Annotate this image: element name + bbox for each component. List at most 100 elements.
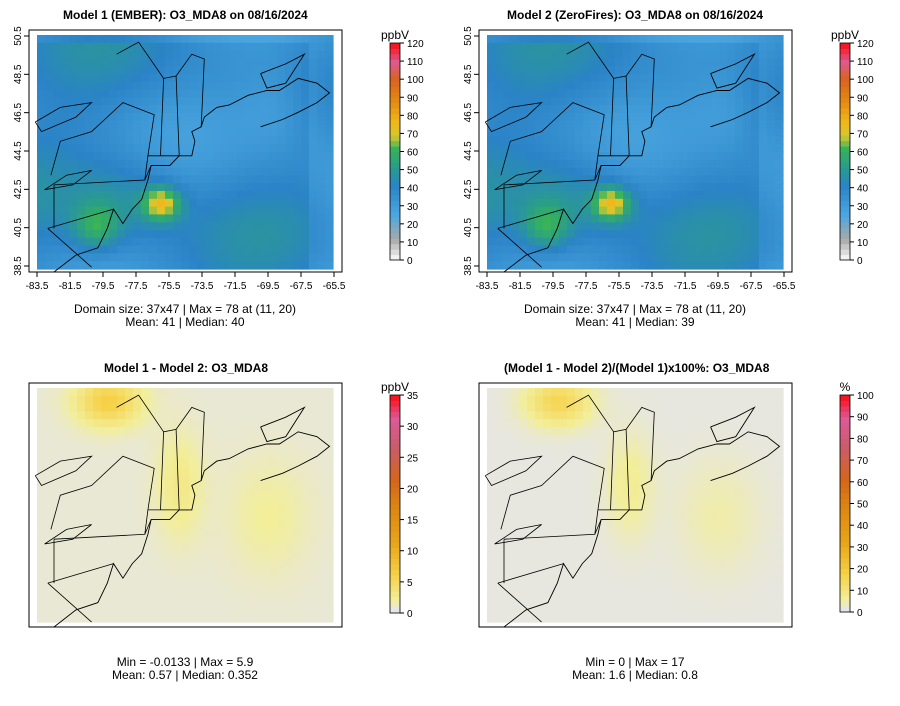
- heatmap-cell: [535, 206, 544, 215]
- colorbar-segment: [840, 129, 850, 136]
- heatmap-cell: [125, 466, 134, 475]
- heatmap-cell: [93, 419, 102, 428]
- heatmap-cell: [647, 128, 656, 137]
- heatmap-cell: [639, 159, 648, 169]
- heatmap-cell: [671, 58, 680, 67]
- heatmap-cell: [149, 590, 158, 600]
- heatmap-cell: [53, 214, 62, 223]
- heatmap-cell: [117, 450, 126, 459]
- heatmap-cell: [93, 74, 102, 83]
- heatmap-cell: [487, 206, 496, 215]
- heatmap-cell: [221, 419, 230, 428]
- heatmap-cell: [551, 450, 560, 459]
- heatmap-cell: [261, 395, 270, 405]
- heatmap-cell: [221, 128, 230, 137]
- heatmap-cell: [109, 222, 118, 231]
- heatmap-cell: [767, 473, 776, 483]
- heatmap-cell: [213, 473, 222, 483]
- heatmap-cell: [695, 505, 704, 514]
- heatmap-cell: [221, 528, 230, 537]
- heatmap-cell: [269, 388, 278, 397]
- heatmap-cell: [535, 442, 544, 451]
- heatmap-cell: [631, 253, 640, 262]
- x-tick-label: -75.5: [158, 281, 181, 292]
- heatmap-cell: [711, 606, 720, 615]
- x-tick-label: -77.5: [125, 281, 148, 292]
- heatmap-cell: [719, 466, 728, 475]
- heatmap-cell: [189, 58, 198, 67]
- heatmap-cell: [639, 505, 648, 514]
- heatmap-cell: [229, 89, 238, 98]
- heatmap-cell: [599, 544, 608, 553]
- heatmap-cell: [527, 89, 536, 98]
- state-boundary: [497, 228, 542, 268]
- heatmap-cell: [759, 214, 768, 223]
- heatmap-cell: [543, 536, 552, 545]
- heatmap-cell: [711, 253, 720, 262]
- heatmap-cell: [317, 403, 326, 412]
- heatmap-cell: [261, 473, 270, 483]
- heatmap-cell: [671, 159, 680, 169]
- heatmap-cell: [101, 551, 110, 561]
- heatmap-cell: [221, 395, 230, 405]
- heatmap-cell: [261, 66, 270, 75]
- heatmap-cell: [487, 152, 496, 161]
- heatmap-cell: [519, 419, 528, 428]
- heatmap-cell: [567, 253, 576, 262]
- heatmap-cell: [495, 606, 504, 615]
- heatmap-cell: [615, 97, 624, 106]
- heatmap-cell: [45, 473, 54, 483]
- heatmap-cell: [743, 505, 752, 514]
- heatmap-cell: [277, 466, 286, 475]
- heatmap-cell: [109, 58, 118, 67]
- heatmap-cell: [639, 528, 648, 537]
- heatmap-cell: [495, 81, 504, 91]
- heatmap-cell: [503, 403, 512, 412]
- heatmap-cell: [293, 395, 302, 405]
- heatmap-cell: [527, 489, 536, 498]
- heatmap-cell: [53, 583, 62, 592]
- heatmap-cell: [189, 261, 198, 270]
- heatmap-cell: [759, 237, 768, 247]
- heatmap-cell: [775, 245, 784, 254]
- heatmap-cell: [631, 411, 640, 420]
- heatmap-cell: [703, 237, 712, 247]
- heatmap-cell: [141, 528, 150, 537]
- heatmap-cell: [631, 105, 640, 114]
- heatmap-cell: [663, 144, 672, 153]
- heatmap-cell: [173, 388, 182, 397]
- heatmap-cell: [711, 245, 720, 254]
- heatmap-cell: [503, 128, 512, 137]
- heatmap-cell: [527, 35, 536, 44]
- heatmap-cell: [519, 458, 528, 467]
- heatmap-cell: [93, 152, 102, 161]
- heatmap-cell: [173, 89, 182, 98]
- heatmap-cell: [173, 159, 182, 169]
- heatmap-cell: [277, 198, 286, 208]
- heatmap-cell: [623, 206, 632, 215]
- heatmap-cell: [245, 395, 254, 405]
- heatmap-cell: [173, 395, 182, 405]
- heatmap-cell: [607, 598, 616, 607]
- heatmap-cell: [53, 120, 62, 130]
- heatmap-cell: [687, 388, 696, 397]
- heatmap-cell: [149, 89, 158, 98]
- heatmap-cell: [309, 403, 318, 412]
- heatmap-cell: [583, 89, 592, 98]
- heatmap-cell: [277, 261, 286, 270]
- heatmap-cell: [695, 198, 704, 208]
- heatmap-cell: [133, 245, 142, 254]
- heatmap-cell: [519, 136, 528, 145]
- heatmap-cell: [511, 419, 520, 428]
- state-boundary: [116, 394, 164, 433]
- heatmap-cell: [639, 113, 648, 122]
- panel-title: (Model 1 - Model 2)/(Model 1)x100%: O3_M…: [504, 361, 770, 375]
- heatmap-cell: [623, 128, 632, 137]
- heatmap-cell: [543, 419, 552, 428]
- heatmap-cell: [671, 42, 680, 52]
- heatmap-cell: [197, 42, 206, 52]
- heatmap-cell: [245, 183, 254, 192]
- heatmap-cell: [157, 590, 166, 600]
- heatmap-cell: [237, 505, 246, 514]
- heatmap-cell: [543, 206, 552, 215]
